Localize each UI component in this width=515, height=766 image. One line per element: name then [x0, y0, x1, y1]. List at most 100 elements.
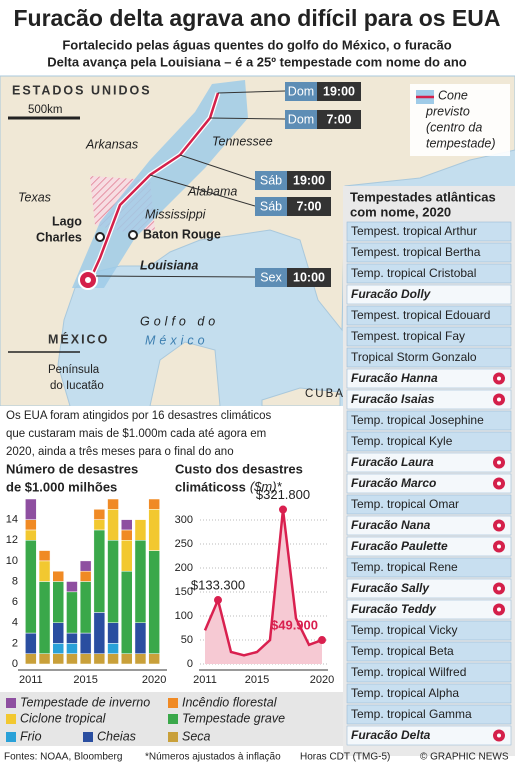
map-label: Alabama	[187, 184, 237, 198]
city-label: Lago	[52, 214, 82, 228]
y-tick-label: 250	[175, 538, 193, 550]
footer: Fontes: NOAA, Bloomberg	[4, 752, 122, 763]
storm-row	[346, 662, 512, 683]
storm-eye	[497, 544, 501, 549]
bar-segment	[25, 498, 37, 520]
y-tick-label: 150	[175, 586, 193, 598]
day-box	[255, 268, 287, 287]
bar-segment	[79, 560, 92, 572]
storm-name: Furacão Laura	[351, 455, 434, 469]
forecast-cone	[72, 80, 248, 288]
storm-row	[346, 284, 512, 305]
y-tick-label: 0	[187, 658, 193, 670]
bar-segment	[107, 498, 119, 510]
storm-name: Temp. tropical Kyle	[351, 434, 453, 448]
bar-segment	[134, 540, 147, 623]
y-tick-label: 12	[6, 534, 18, 546]
storm-row	[346, 494, 512, 515]
storm-row	[346, 368, 512, 389]
value-label: $321.800	[256, 487, 310, 502]
bar-segment	[107, 653, 119, 665]
storm-name: Tempest. tropical Arthur	[351, 224, 477, 238]
city-dot	[95, 232, 105, 242]
bar-segment	[121, 653, 133, 665]
intro-text: que custaram mais de $1.000m cada até ag…	[6, 428, 266, 440]
y-tick-label: 100	[175, 610, 193, 622]
bar-segment	[52, 570, 64, 582]
map-label: México	[145, 333, 209, 347]
legend-swatch	[83, 732, 93, 742]
bar-segment	[66, 632, 78, 644]
storm-name: Furacão Marco	[351, 476, 436, 490]
legend-swatch	[6, 714, 16, 724]
map-label: Arkansas	[85, 137, 138, 151]
footer: *Números ajustados à inflação	[145, 752, 281, 763]
bar-segment	[121, 529, 133, 541]
bar-segment	[121, 570, 133, 654]
bar-segment	[148, 550, 160, 654]
storm-name: Furacão Teddy	[351, 602, 437, 616]
bar-segment	[93, 519, 106, 531]
storm-name: Tempest. tropical Edouard	[351, 308, 490, 322]
storm-row	[346, 557, 512, 578]
storm-name: Temp. tropical Wilfred	[351, 665, 466, 679]
bar-segment	[52, 581, 64, 623]
storm-row	[346, 641, 512, 662]
footer: © GRAPHIC NEWS	[420, 752, 509, 763]
day-box	[255, 171, 287, 190]
city-label: Charles	[36, 230, 82, 244]
bar-segment	[134, 519, 147, 541]
day-label: Dom	[288, 84, 314, 98]
bar-segment	[25, 653, 37, 665]
storm-eye	[85, 277, 91, 283]
connector	[209, 117, 286, 120]
subtitle: Fortalecido pelas águas quentes do golfo…	[62, 37, 451, 52]
y-tick-label: 2	[12, 637, 18, 649]
chart-unit: ($m)*	[250, 479, 283, 494]
storm-eye	[497, 481, 501, 486]
bar-segment	[38, 560, 51, 582]
legend-text: previsto	[425, 104, 470, 118]
legend-label: Tempestade grave	[182, 711, 285, 725]
chart-title: de $1.000 milhões	[6, 479, 117, 494]
storm-eye	[497, 376, 501, 381]
map-label: CUBA	[305, 388, 345, 400]
intro-bg	[0, 406, 343, 462]
bar-segment	[66, 653, 78, 665]
storm-row	[346, 305, 512, 326]
city-label: Baton Rouge	[143, 227, 221, 241]
bar-segment	[93, 529, 106, 613]
storm-name: Furacão Paulette	[351, 539, 448, 553]
y-tick-label: 8	[12, 575, 18, 587]
subtitle: Delta avança pela Louisiana – é a 25º te…	[47, 54, 467, 69]
bar-segment	[107, 622, 119, 644]
legend-label: Ciclone tropical	[20, 711, 107, 725]
storm-name: Furacão Isaias	[351, 392, 435, 406]
storm-row	[346, 473, 512, 494]
legend-label: Frio	[20, 729, 42, 743]
scale-label: 500km	[28, 104, 63, 116]
city-dot	[128, 230, 138, 240]
land	[0, 75, 515, 407]
storm-row	[346, 431, 512, 452]
map-label: Mississippi	[145, 207, 207, 221]
day-label: Sáb	[260, 199, 282, 213]
x-tick-label: 2015	[73, 674, 97, 686]
map-label: Golfo do	[140, 314, 219, 328]
bar-segment	[25, 519, 37, 531]
storm-name: Furacão Hanna	[351, 371, 438, 385]
day-label: Sex	[260, 270, 282, 284]
storm-eye	[497, 397, 501, 402]
bar-segment	[134, 653, 147, 665]
legend-swatch	[6, 732, 16, 742]
y-tick-label: 300	[175, 514, 193, 526]
bar-segment	[107, 540, 119, 623]
map-label: Texas	[18, 190, 51, 204]
storm-row	[346, 410, 512, 431]
legend-swatch	[6, 698, 16, 708]
connector	[149, 174, 256, 207]
bar-segment	[25, 540, 37, 634]
